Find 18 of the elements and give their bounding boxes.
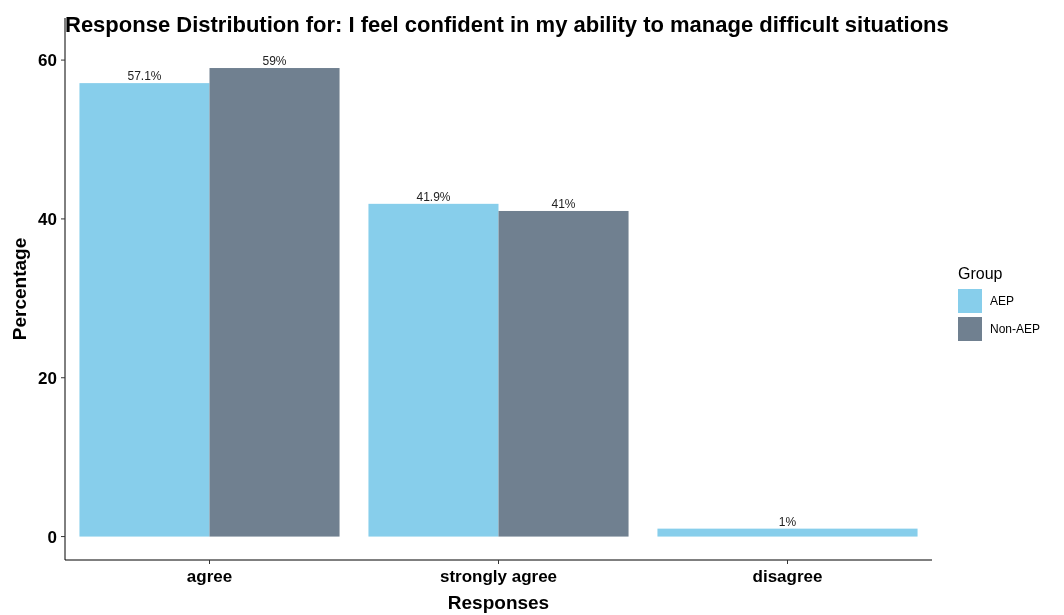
data-label: 41.9% (416, 189, 451, 204)
legend-label: AEP (990, 294, 1015, 309)
x-tick-label: disagree (752, 567, 823, 586)
y-tick-label: 40 (38, 209, 57, 229)
x-tick-label: agree (186, 567, 233, 586)
y-tick-label: 0 (47, 527, 57, 547)
x-tick-label: strongly agree (439, 567, 558, 586)
data-label: 59% (262, 54, 287, 69)
y-tick-label: 20 (38, 368, 57, 388)
legend-title: Group (958, 265, 1003, 282)
x-axis-title: Responses (447, 592, 550, 613)
chart-title: Response Distribution for: I feel confident in my ability to manage difficult situations (65, 12, 949, 37)
data-label: 41% (551, 196, 576, 211)
data-label: 1% (778, 514, 797, 529)
y-axis-title: Percentage (9, 237, 30, 341)
y-tick-label: 60 (38, 51, 57, 71)
legend-label: Non-AEP (990, 322, 1041, 337)
data-label: 57.1% (127, 69, 162, 84)
